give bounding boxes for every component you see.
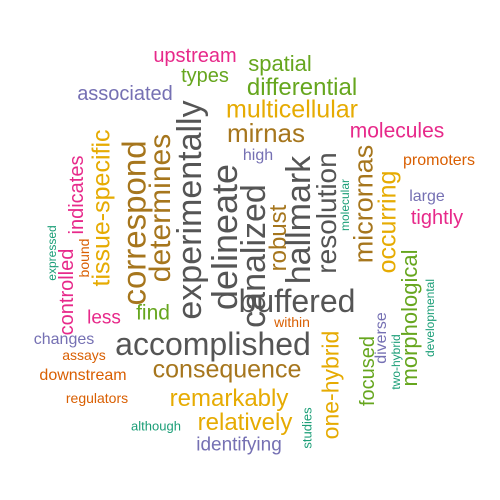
word-associated: associated [77, 83, 173, 105]
word-morphological: morphological [397, 249, 422, 387]
word-tissue-specific: tissue-specific [87, 129, 116, 287]
word-indicates: indicates [66, 155, 88, 235]
word-mirnas: mirnas [226, 118, 306, 148]
word-multicellular: multicellular [226, 95, 358, 124]
word-promoters: promoters [402, 152, 476, 169]
word-regulators: regulators [65, 390, 129, 406]
word-assays: assays [62, 347, 106, 363]
word-identifying: identifying [196, 434, 282, 456]
word-although: although [131, 418, 181, 434]
word-relatively: relatively [197, 409, 293, 436]
word-differential: differential [246, 74, 358, 101]
word-spatial: spatial [248, 51, 312, 76]
word-less: less [87, 307, 121, 329]
word-types: types [181, 65, 229, 87]
word-experimentally: experimentally [171, 100, 209, 320]
word-remarkably: remarkably [169, 385, 289, 412]
word-buffered: buffered [238, 283, 356, 319]
word-find: find [136, 301, 170, 325]
word-within: within [274, 314, 310, 330]
word-consequence: consequence [152, 355, 302, 384]
word-high: high [242, 147, 274, 164]
word-one-hybrid: one-hybrid [317, 330, 344, 440]
word-changes: changes [33, 331, 95, 348]
word-diverse: diverse [373, 312, 390, 364]
word-accomplished: accomplished [115, 326, 311, 362]
word-controlled: controlled [56, 248, 78, 336]
word-tightly: tightly [410, 207, 464, 229]
word-molecules: molecules [349, 119, 445, 143]
word-resolution: resolution [311, 152, 342, 274]
word-studies: studies [299, 407, 315, 449]
word-large: large [409, 188, 445, 205]
word-downstream: downstream [39, 367, 127, 384]
word-upstream: upstream [153, 45, 237, 67]
word-developmental: developmental [423, 278, 437, 358]
